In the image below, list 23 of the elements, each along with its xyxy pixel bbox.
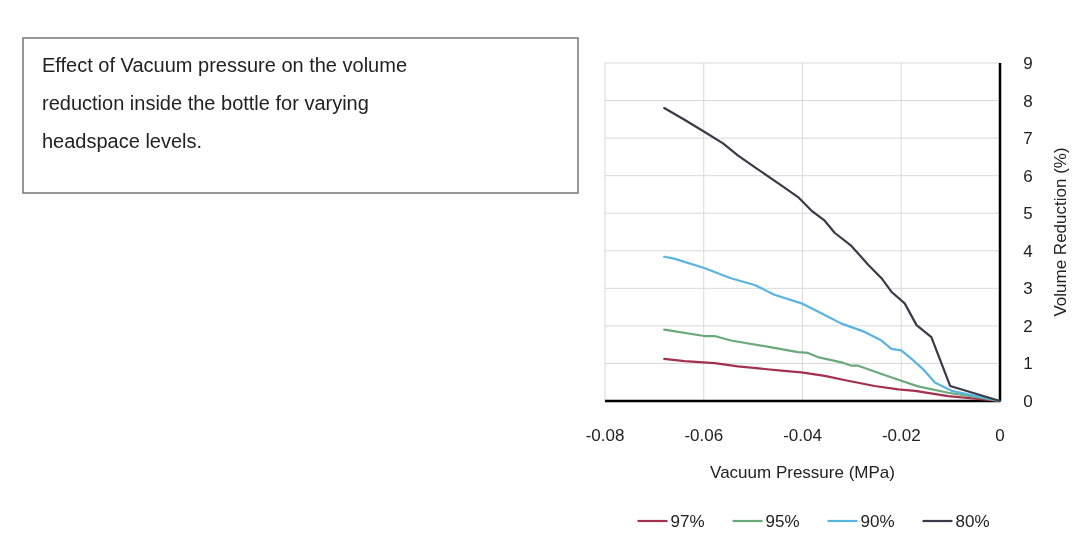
legend-label: 97% <box>670 512 705 531</box>
y-axis-title: Volume Reduction (%) <box>1051 147 1070 317</box>
x-tick-label: -0.02 <box>881 426 921 445</box>
y-tick-label: 0 <box>1023 392 1033 411</box>
y-tick-label: 8 <box>1023 91 1033 111</box>
x-tick-label: 0 <box>995 426 1005 445</box>
y-tick-label: 5 <box>1023 204 1033 224</box>
y-tick-label: 1 <box>1023 354 1033 374</box>
y-tick-label: 7 <box>1023 129 1033 149</box>
y-tick-label: 3 <box>1023 279 1033 299</box>
legend-label: 95% <box>765 512 800 531</box>
legend-label: 90% <box>860 512 895 531</box>
x-tick-label: -0.04 <box>783 426 822 445</box>
legend-label: 80% <box>955 512 990 531</box>
y-tick-label: 6 <box>1023 166 1033 186</box>
y-tick-label: 2 <box>1023 316 1033 336</box>
x-tick-label: -0.06 <box>684 426 724 445</box>
y-tick-label: 4 <box>1023 241 1033 261</box>
x-axis-title: Vacuum Pressure (MPa) <box>710 463 895 482</box>
text: Effect of Vacuum pressure on the volume reduction inside the bottle for varying headspace levels. <box>42 54 408 152</box>
line-series <box>663 106 1002 403</box>
x-tick-label: -0.08 <box>585 426 625 445</box>
y-tick-label: 9 <box>1023 54 1033 73</box>
